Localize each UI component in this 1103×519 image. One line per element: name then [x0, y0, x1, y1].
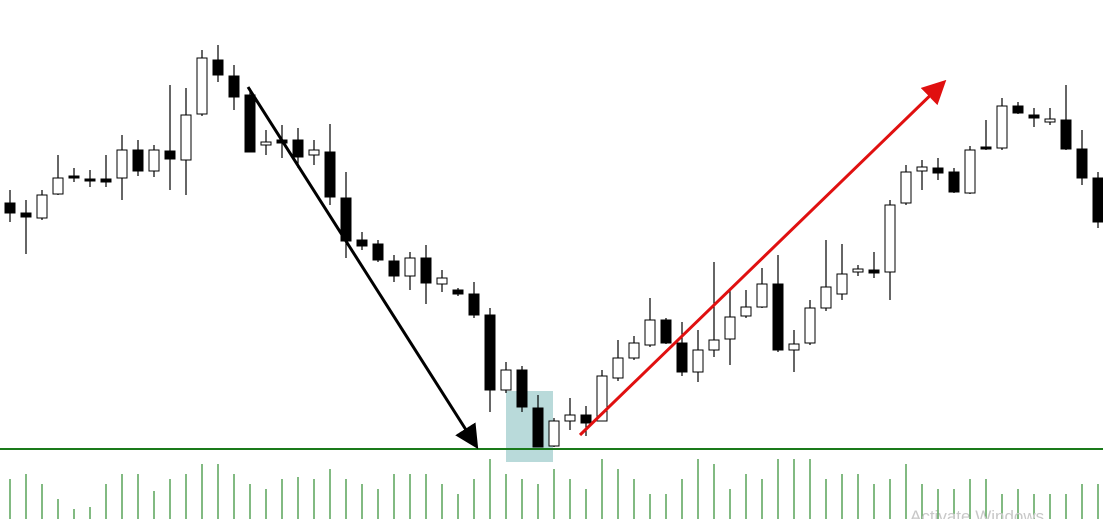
- down-candle-body: [68, 175, 80, 179]
- up-candle-body: [692, 349, 704, 373]
- up-candle-body: [116, 149, 128, 179]
- down-candle-body: [532, 407, 544, 448]
- down-candle-body: [164, 150, 176, 160]
- down-candle-body: [420, 257, 432, 284]
- up-candle-body: [740, 306, 752, 317]
- up-candle-body: [964, 149, 976, 194]
- up-candle-body: [644, 319, 656, 346]
- up-candle-body: [196, 57, 208, 115]
- down-candle-body: [244, 94, 256, 153]
- down-candle-body: [212, 59, 224, 76]
- up-candle-body: [612, 357, 624, 379]
- down-candle-body: [20, 212, 32, 218]
- up-candle-body: [308, 149, 320, 156]
- down-candle-body: [516, 369, 528, 408]
- down-candle-body: [388, 260, 400, 277]
- up-candle-body: [52, 177, 64, 195]
- up-candle-body: [36, 194, 48, 219]
- down-trend-arrow: [246, 86, 479, 450]
- down-candle-body: [868, 269, 880, 274]
- down-candle-body: [772, 283, 784, 351]
- down-candle-body: [1028, 114, 1040, 119]
- up-candle-body: [852, 268, 864, 273]
- up-candle-body: [724, 316, 736, 340]
- down-candle-body: [4, 202, 16, 214]
- up-candle-body: [836, 273, 848, 295]
- down-candle-body: [228, 75, 240, 98]
- down-candle-body: [100, 178, 112, 183]
- down-candle-body: [84, 178, 96, 182]
- down-candle-body: [452, 289, 464, 295]
- down-candle-body: [676, 342, 688, 373]
- up-candle-body: [564, 414, 576, 422]
- up-candle-body: [756, 283, 768, 308]
- down-candle-body: [372, 243, 384, 261]
- up-candle-body: [708, 339, 720, 351]
- down-candle-body: [356, 239, 368, 247]
- up-candle-body: [548, 420, 560, 447]
- up-candle-body: [996, 105, 1008, 149]
- down-candle-body: [324, 151, 336, 198]
- down-candle-body: [484, 314, 496, 391]
- up-candle-body: [628, 342, 640, 359]
- up-candle-body: [436, 277, 448, 285]
- up-candle-body: [804, 307, 816, 344]
- up-candle-body: [916, 166, 928, 172]
- down-candle-body: [1092, 177, 1103, 223]
- down-candle-body: [580, 414, 592, 424]
- up-candle-body: [148, 149, 160, 172]
- down-candle-body: [468, 293, 480, 316]
- up-candle-body: [900, 171, 912, 204]
- up-trend-arrow: [578, 79, 947, 437]
- down-candle-body: [1012, 105, 1024, 114]
- up-candle-body: [884, 204, 896, 273]
- up-candle-body: [260, 141, 272, 146]
- up-candle-body: [820, 286, 832, 309]
- down-candle-body: [292, 139, 304, 158]
- down-candle-body: [948, 171, 960, 193]
- down-candle-body: [1076, 148, 1088, 179]
- highlight-zone: [506, 391, 553, 462]
- up-candle-body: [788, 343, 800, 351]
- up-candle-body: [596, 375, 608, 422]
- watermark: Activate Windows: [910, 507, 1044, 519]
- up-candle-body: [180, 114, 192, 161]
- down-candle-body: [932, 167, 944, 174]
- up-candle-body: [404, 257, 416, 277]
- up-candle-body: [1044, 118, 1056, 123]
- down-candle-body: [660, 319, 672, 344]
- down-candle-body: [132, 149, 144, 172]
- down-candle-body: [980, 146, 992, 150]
- up-candle-body: [500, 369, 512, 391]
- down-candle-body: [1060, 119, 1072, 150]
